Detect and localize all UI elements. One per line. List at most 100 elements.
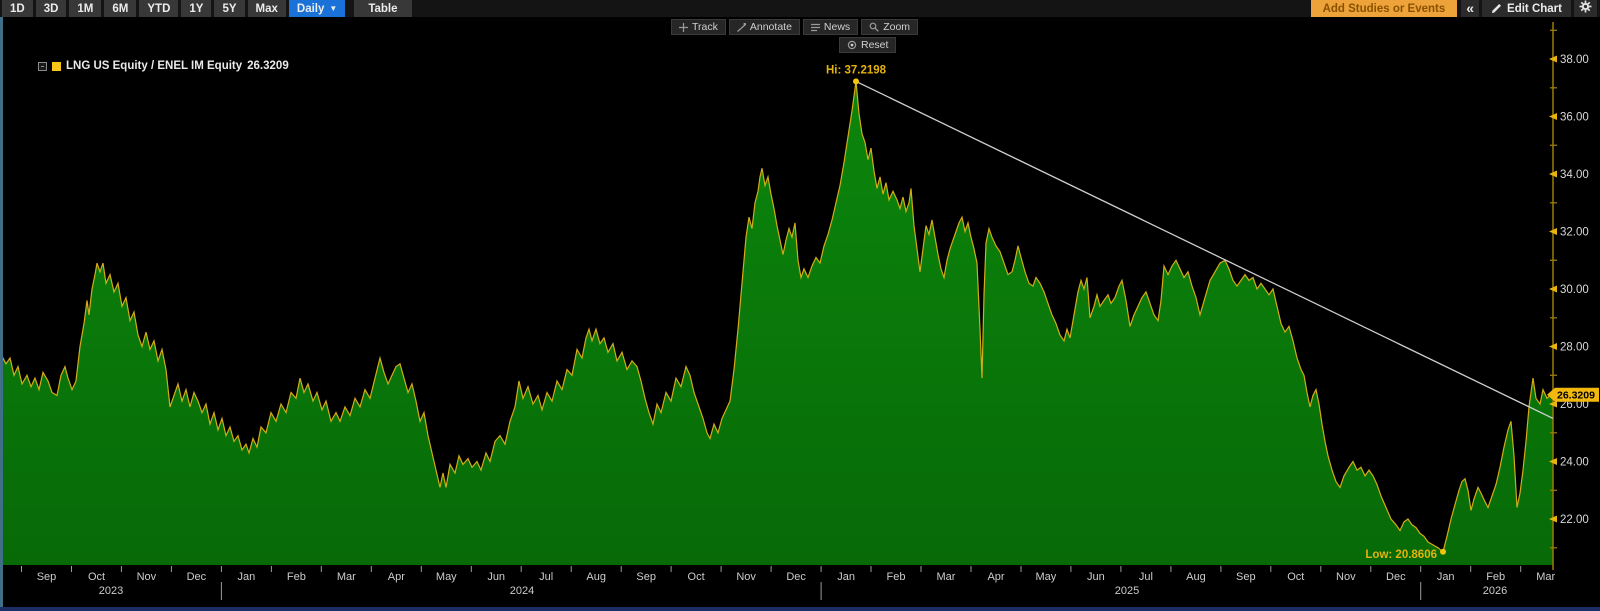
- x-axis-month-label: Sep: [636, 571, 656, 583]
- zoom-button[interactable]: Zoom: [861, 19, 919, 35]
- x-axis-month-label: Feb: [287, 571, 306, 583]
- y-axis-tick-arrow: [1549, 515, 1557, 523]
- x-axis-month-label: Aug: [1186, 571, 1206, 583]
- x-axis-month-label: Nov: [736, 571, 756, 583]
- x-axis-month-label: Sep: [1236, 571, 1256, 583]
- x-axis-month-label: Mar: [937, 571, 956, 583]
- x-axis-month-label: May: [436, 571, 457, 583]
- x-axis-month-label: Jul: [1139, 571, 1153, 583]
- series-legend[interactable]: LNG US Equity / ENEL IM Equity 26.3209: [38, 60, 289, 72]
- x-axis-month-label: Jun: [1087, 571, 1105, 583]
- x-axis-month-label: Oct: [1287, 571, 1304, 583]
- period-dropdown[interactable]: Daily ▼: [288, 0, 346, 17]
- y-axis-tick-arrow: [1549, 113, 1557, 120]
- window-left-edge: [0, 17, 3, 611]
- settings-button[interactable]: [1574, 0, 1597, 17]
- high-annotation-label: Hi: 37.2198: [826, 64, 887, 76]
- edit-chart-label: Edit Chart: [1507, 2, 1562, 15]
- x-axis-month-label: Mar: [337, 571, 356, 583]
- price-area: [0, 81, 1553, 566]
- x-axis-year-label: 2026: [1483, 585, 1507, 597]
- y-axis-label: 34.00: [1560, 169, 1589, 181]
- range-button-1y[interactable]: 1Y: [181, 0, 212, 17]
- x-axis-month-label: Feb: [887, 571, 906, 583]
- x-axis-month-label: May: [1036, 571, 1057, 583]
- range-button-3d[interactable]: 3D: [35, 0, 67, 17]
- series-legend-label: LNG US Equity / ENEL IM Equity: [66, 60, 243, 72]
- high-point-dot: [853, 78, 859, 85]
- x-axis-month-label: Oct: [688, 571, 705, 583]
- reset-label: Reset: [861, 39, 889, 51]
- range-button-6m[interactable]: 6M: [104, 0, 137, 17]
- y-axis-label: 26.00: [1560, 399, 1589, 411]
- x-axis-month-label: Oct: [88, 571, 105, 583]
- x-axis-month-label: Feb: [1486, 571, 1505, 583]
- track-label: Track: [692, 21, 718, 33]
- series-legend-value: 26.3209: [247, 60, 289, 72]
- annotate-button[interactable]: Annotate: [728, 19, 800, 35]
- x-axis-month-label: Jan: [1437, 571, 1455, 583]
- period-dropdown-label: Daily: [296, 2, 325, 15]
- low-point-dot: [1440, 548, 1446, 555]
- annotate-line-icon: [736, 22, 746, 32]
- y-axis-tick-arrow: [1549, 343, 1557, 350]
- y-axis-tick-arrow: [1549, 170, 1557, 178]
- y-axis-tick-arrow: [1549, 285, 1557, 293]
- x-axis-month-label: Nov: [1336, 571, 1356, 583]
- range-button-5y[interactable]: 5Y: [214, 0, 245, 17]
- crosshair-icon: [679, 22, 688, 32]
- last-price-badge: [1547, 387, 1599, 402]
- window-bottom-edge: [0, 607, 1600, 611]
- x-axis-month-label: Dec: [187, 571, 207, 583]
- chart-toolbar: Track Annotate News Zoom: [671, 19, 919, 35]
- x-axis-month-label: Aug: [586, 571, 606, 583]
- price-line: [0, 81, 1554, 553]
- x-axis-month-label: Sep: [37, 571, 57, 583]
- x-axis-year-label: 2025: [1115, 585, 1139, 597]
- reset-button[interactable]: Reset: [839, 37, 897, 53]
- y-axis-label: 36.00: [1560, 112, 1589, 124]
- pencil-icon: [1491, 3, 1502, 14]
- last-price-badge-value: 26.3209: [1557, 389, 1595, 401]
- y-axis-label: 30.00: [1560, 284, 1589, 296]
- range-button-1m[interactable]: 1M: [69, 0, 102, 17]
- reset-target-icon: [847, 40, 857, 50]
- zoom-label: Zoom: [883, 21, 911, 33]
- x-axis-month-label: Mar: [1536, 571, 1555, 583]
- news-button[interactable]: News: [802, 19, 859, 35]
- news-lines-icon: [810, 23, 820, 32]
- y-axis-tick-arrow: [1549, 400, 1557, 408]
- x-axis-month-label: Dec: [786, 571, 806, 583]
- chevron-down-icon: ▼: [329, 4, 338, 13]
- trendline-annotation: [855, 80, 1554, 419]
- x-axis-month-label: Nov: [137, 571, 157, 583]
- edit-chart-button[interactable]: Edit Chart: [1482, 0, 1571, 17]
- y-axis-tick-arrow: [1549, 55, 1557, 63]
- track-button[interactable]: Track: [671, 19, 726, 35]
- y-axis-tick-arrow: [1549, 458, 1557, 465]
- y-axis-label: 38.00: [1560, 54, 1589, 66]
- toolbar-spacer: [412, 0, 1311, 17]
- x-axis-year-label: 2024: [510, 585, 534, 597]
- gear-icon: [1579, 0, 1592, 18]
- x-axis-month-label: Dec: [1386, 571, 1406, 583]
- add-studies-button[interactable]: Add Studies or Events: [1310, 0, 1458, 17]
- y-axis-label: 22.00: [1560, 514, 1589, 526]
- table-button[interactable]: Table: [354, 0, 412, 17]
- x-axis-month-label: Apr: [987, 571, 1004, 583]
- reset-row: Reset: [839, 37, 897, 53]
- series-color-swatch: [52, 61, 61, 71]
- range-button-max[interactable]: Max: [247, 0, 286, 17]
- range-button-ytd[interactable]: YTD: [139, 0, 179, 17]
- collapse-toolbar-button[interactable]: «: [1461, 0, 1480, 17]
- x-axis-month-label: Apr: [388, 571, 405, 583]
- x-axis-month-label: Jun: [487, 571, 505, 583]
- low-annotation-label: Low: 20.8606: [1365, 549, 1437, 561]
- range-button-1d[interactable]: 1D: [2, 0, 33, 17]
- y-axis-label: 28.00: [1560, 342, 1589, 354]
- y-axis-label: 32.00: [1560, 227, 1589, 239]
- x-axis-month-label: Jul: [539, 571, 553, 583]
- legend-expand-icon[interactable]: [38, 61, 47, 71]
- annotate-label: Annotate: [749, 21, 792, 33]
